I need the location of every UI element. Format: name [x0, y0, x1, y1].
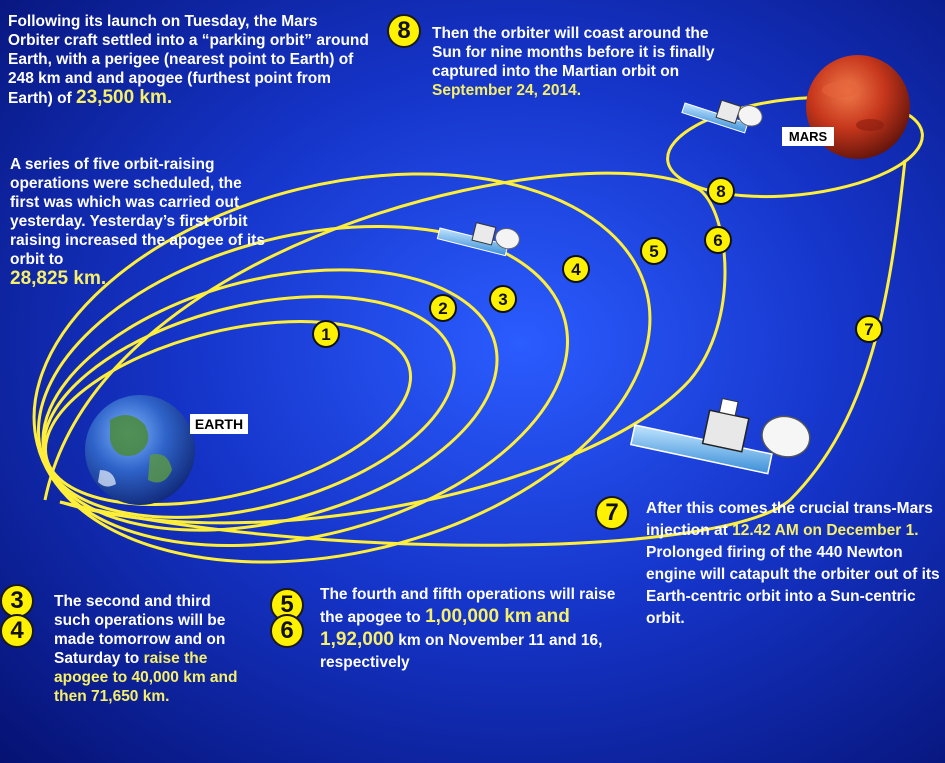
orbit-raising-series-description: A series of five orbit-raising operation…	[10, 156, 265, 268]
marker-1-text: 1	[321, 325, 330, 344]
step-8-badge: 8	[387, 14, 421, 48]
orbit-3	[41, 268, 499, 532]
marker-2-text: 2	[438, 299, 447, 318]
marker-3: 3	[489, 285, 517, 313]
step-5-6-joiner: and	[536, 606, 570, 627]
satellite-large	[629, 398, 811, 475]
step-8-description: Then the orbiter will coast around the S…	[432, 25, 715, 80]
step-5-6-text: The fourth and fifth operations will rai…	[320, 584, 620, 674]
marker-7-text: 7	[864, 320, 873, 339]
step-8-text: Then the orbiter will coast around the S…	[432, 24, 732, 100]
earth	[85, 395, 195, 505]
step-7-badge: 7	[595, 496, 629, 530]
trajectory-7	[59, 159, 907, 547]
marker-5: 5	[640, 237, 668, 265]
step-3-4-text: The second and third such operations wil…	[54, 592, 244, 706]
mars-capture-orbit-8	[666, 95, 924, 199]
step-3-4-description: The second and third such operations wil…	[54, 593, 226, 667]
earth-label-bg	[190, 414, 248, 434]
step-7-description: After this comes the crucial trans-Mars …	[646, 500, 933, 539]
step-7-text: After this comes the crucial trans-Mars …	[646, 498, 942, 630]
orbit-4	[37, 224, 569, 548]
mars-label-bg	[782, 127, 834, 146]
orbit-markers: 1 2 3 4 5 6 8 7	[312, 177, 883, 348]
marker-1: 1	[312, 320, 340, 348]
trans-mars-injection-time: 12.42 AM on December 1.	[732, 522, 919, 539]
step-5-6-description: The fourth and fifth operations will rai…	[320, 586, 616, 626]
satellite-small-earth-orbit	[436, 222, 520, 257]
step-5-6-dates: km on November 11 and 16, respectively	[320, 632, 603, 671]
orbit-5	[32, 172, 652, 564]
marker-4: 4	[562, 255, 590, 283]
marker-8: 8	[707, 177, 735, 205]
orbit-raising-series-text: A series of five orbit-raising operation…	[10, 155, 275, 289]
parking-orbit-text: Following its launch on Tuesday, the Mar…	[8, 12, 373, 108]
step-5-badge: 5	[270, 588, 304, 622]
step-3-badge: 3	[0, 584, 34, 618]
marker-8-text: 8	[716, 182, 725, 201]
step-6-apogee-value: 1,92,000	[320, 629, 394, 650]
step-6-badge: 6	[270, 614, 304, 648]
step-3-4-apogee-values: raise the apogee to 40,000 km and then 7…	[54, 650, 238, 705]
marker-6: 6	[704, 226, 732, 254]
mars-capture-date: September 24, 2014.	[432, 82, 582, 99]
earth-label: EARTH	[195, 416, 243, 432]
step-7-details: Prolonged firing of the 440 Newton engin…	[646, 544, 940, 627]
marker-5-text: 5	[649, 242, 658, 261]
marker-2: 2	[429, 294, 457, 322]
step-4-badge: 4	[0, 614, 34, 648]
mars-label: MARS	[789, 129, 828, 144]
marker-3-text: 3	[498, 290, 507, 309]
first-orbit-apogee-value: 28,825 km.	[10, 268, 107, 289]
marker-7: 7	[855, 315, 883, 343]
parking-orbit-apogee-value: 23,500 km.	[76, 87, 173, 108]
parking-orbit-description: Following its launch on Tuesday, the Mar…	[8, 13, 369, 107]
marker-4-text: 4	[571, 260, 581, 279]
satellite-small-mars	[681, 99, 763, 134]
marker-6-text: 6	[713, 231, 722, 250]
step-5-apogee-value: 1,00,000 km	[425, 606, 532, 627]
